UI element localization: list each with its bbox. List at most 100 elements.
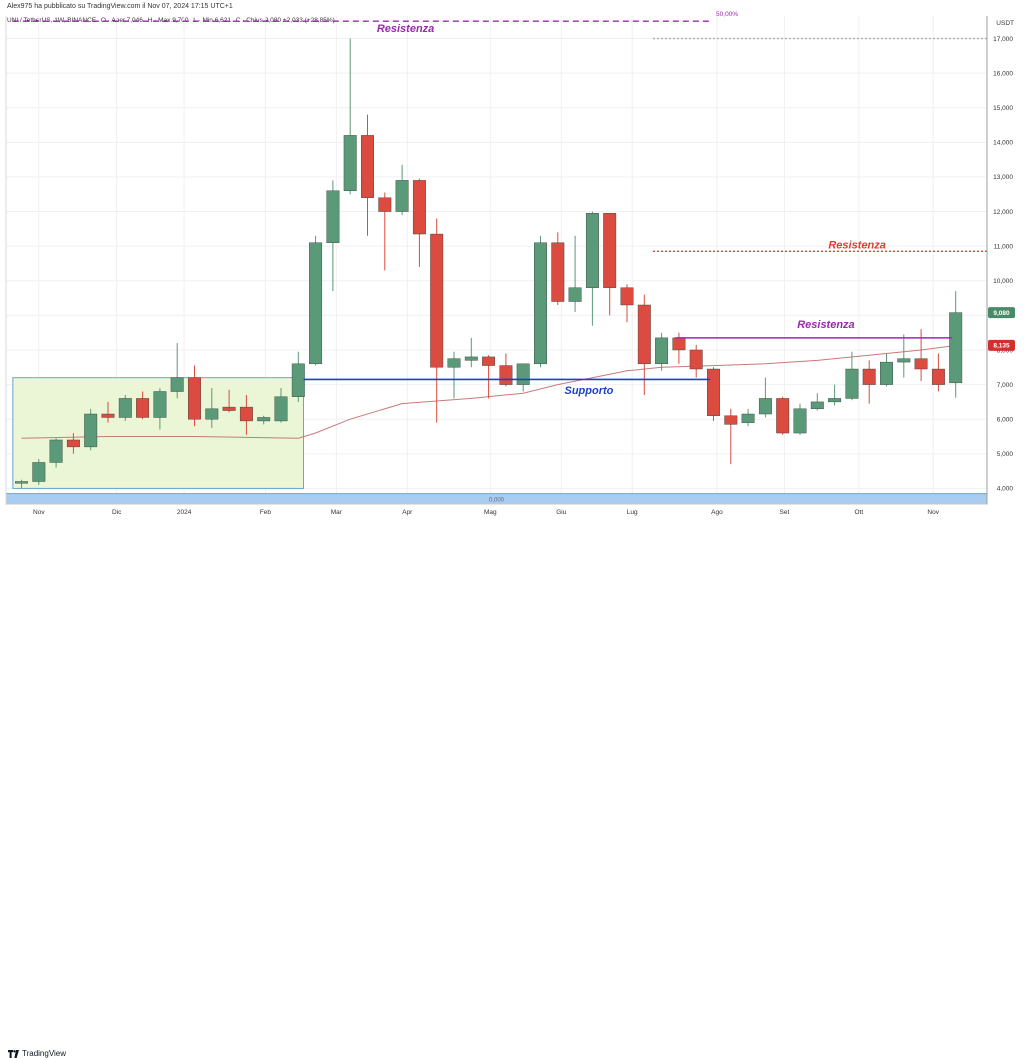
- x-tick-label-6: Mag: [484, 509, 497, 516]
- candle-14: [257, 415, 271, 425]
- candle-body-8: [153, 391, 167, 418]
- candle-body-11: [205, 408, 219, 420]
- candle-2: [49, 438, 63, 468]
- candle-43: [758, 377, 772, 418]
- x-tick-label-10: Set: [780, 509, 790, 516]
- candle-body-47: [828, 398, 842, 403]
- candle-body-48: [845, 368, 859, 399]
- candle-body-31: [551, 242, 565, 302]
- ma-price-tag-bg: [988, 339, 1015, 351]
- candle-16: [291, 351, 305, 402]
- symbol-name[interactable]: UNI / TetherUS, 1W, BINANCE: [7, 17, 97, 24]
- y-tick-label-6: 10,000: [993, 278, 1013, 285]
- candle-body-32: [568, 287, 582, 302]
- candle-body-46: [810, 401, 824, 410]
- price-chart[interactable]: 0,000 50,00% ResistenzaResistenzaResiste…: [0, 0, 1024, 541]
- candle-30: [534, 235, 547, 368]
- candle-54: [949, 291, 963, 398]
- annotations: Resistenza Resistenza Resistenza Supporto: [377, 23, 886, 397]
- candle-body-37: [655, 337, 669, 365]
- candle-51: [897, 334, 911, 378]
- candle-35: [620, 284, 634, 323]
- candle-body-42: [741, 413, 755, 423]
- publisher-line: Alex975 ha pubblicato su TradingView.com…: [7, 3, 233, 10]
- y-tick-label-1: 5,000: [997, 451, 1014, 458]
- candle-42: [741, 408, 755, 427]
- candle-body-3: [66, 439, 80, 448]
- y-tick-label-7: 11,000: [994, 243, 1014, 250]
- tradingview-brand[interactable]: TradingView: [22, 1049, 67, 1058]
- candle-body-51: [897, 358, 911, 363]
- candle-40: [707, 367, 720, 421]
- candle-10: [188, 365, 201, 427]
- candle-9: [170, 343, 184, 399]
- candle-body-24: [430, 233, 444, 368]
- candle-15: [274, 388, 288, 423]
- candle-28: [499, 353, 513, 387]
- candle-44: [776, 396, 790, 435]
- y-tick-label-10: 14,000: [993, 140, 1013, 147]
- y-tick-label-8: 12,000: [993, 209, 1013, 216]
- candle-body-6: [118, 398, 132, 418]
- candle-53: [931, 353, 945, 392]
- candle-39: [689, 344, 703, 378]
- ma-price-tag: 8,135: [993, 343, 1010, 350]
- bottom-zone-label: 0,000: [489, 497, 505, 503]
- candle-7: [136, 391, 150, 420]
- resistance-label-top: Resistenza: [377, 23, 434, 35]
- x-tick-label-5: Apr: [402, 509, 413, 516]
- candle-body-2: [49, 439, 63, 463]
- candle-body-29: [516, 363, 530, 385]
- candle-18: [326, 180, 340, 292]
- candle-0: [15, 479, 28, 489]
- x-tick-label-2: 2024: [177, 509, 192, 516]
- candle-body-41: [724, 415, 738, 425]
- x-tick-label-7: Giu: [556, 509, 567, 516]
- candle-49: [862, 360, 876, 404]
- candle-body-49: [862, 368, 876, 385]
- candle-body-54: [949, 312, 963, 384]
- candle-body-5: [101, 413, 115, 418]
- candle-13: [239, 394, 253, 435]
- candle-body-53: [931, 368, 945, 385]
- currency-label: USDT: [996, 20, 1014, 27]
- candle-21: [378, 192, 392, 271]
- candle-body-15: [274, 396, 288, 422]
- chart-header: Alex975 ha pubblicato su TradingView.com…: [0, 0, 1024, 16]
- candle-body-0: [15, 481, 28, 484]
- last-price-tag: 9,080: [993, 310, 1010, 317]
- candle-48: [845, 351, 859, 401]
- candle-body-7: [136, 398, 150, 418]
- candle-1: [32, 459, 46, 485]
- candle-52: [914, 329, 928, 382]
- candle-body-22: [395, 180, 409, 212]
- candle-26: [464, 337, 478, 368]
- candle-33: [585, 211, 599, 326]
- candle-body-1: [32, 462, 46, 482]
- candle-body-10: [188, 377, 201, 420]
- candle-31: [551, 232, 565, 305]
- candle-6: [118, 394, 132, 421]
- candle-20: [361, 114, 374, 236]
- last-price-tag-bg: [988, 307, 1015, 319]
- candle-23: [412, 178, 426, 267]
- candle-46: [810, 393, 824, 411]
- candle-body-52: [914, 358, 928, 370]
- candle-body-17: [309, 242, 323, 365]
- x-tick-label-1: Dic: [112, 509, 122, 516]
- y-tick-label-3: 7,000: [997, 382, 1014, 389]
- candle-body-28: [499, 365, 513, 385]
- y-tick-label-12: 16,000: [993, 70, 1013, 77]
- candle-body-20: [361, 135, 374, 198]
- tradingview-logo-icon: [8, 1050, 19, 1058]
- candle-37: [655, 332, 669, 371]
- candle-36: [637, 294, 651, 395]
- candle-body-35: [620, 287, 634, 306]
- candle-body-26: [464, 356, 478, 361]
- y-tick-label-11: 15,000: [993, 105, 1013, 112]
- candle-25: [447, 351, 461, 399]
- candle-4: [84, 408, 98, 451]
- candle-body-4: [84, 413, 98, 448]
- candle-27: [482, 355, 496, 399]
- footer: TradingView: [0, 523, 1024, 1058]
